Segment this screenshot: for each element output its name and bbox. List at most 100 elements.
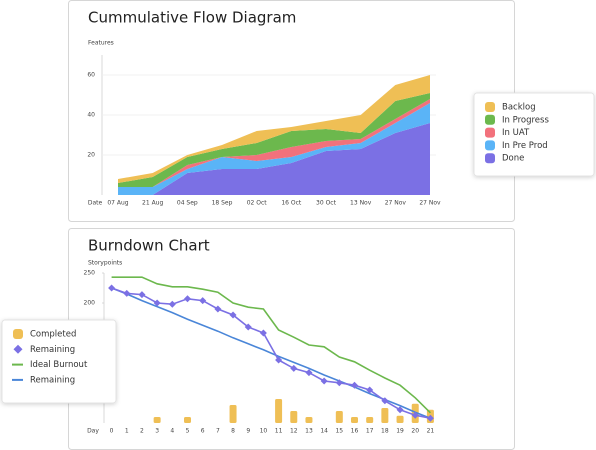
- x-tick-label: 30 Oct: [316, 200, 337, 207]
- marker: [335, 379, 343, 387]
- marker: [411, 411, 419, 419]
- x-tick-label: 2: [140, 428, 144, 435]
- area: [118, 93, 430, 187]
- marker: [259, 329, 267, 337]
- x-tick-label: 5: [186, 428, 190, 435]
- area: [118, 75, 430, 183]
- marker: [426, 414, 434, 422]
- bar: [229, 405, 237, 423]
- y-tick-label: 40: [87, 112, 95, 119]
- y-axis-label: Features: [88, 40, 114, 47]
- legend-box: [473, 92, 595, 177]
- chart: Burndown ChartStorypoints50100150200250D…: [84, 237, 435, 435]
- y-axis-label: Storypoints: [88, 260, 122, 267]
- x-tick-label: 18: [381, 428, 389, 435]
- x-tick-label: 02 Oct: [247, 200, 268, 207]
- legend-swatch: [13, 329, 23, 339]
- x-tick-label: 13 Nov: [350, 200, 372, 207]
- marker: [229, 311, 237, 319]
- line: [111, 287, 431, 419]
- x-tick-label: 14: [320, 428, 328, 435]
- marker: [366, 386, 374, 394]
- legend-label: In UAT: [502, 128, 530, 138]
- x-tick-label: 4: [170, 428, 174, 435]
- legend-box: [1, 319, 117, 404]
- x-tick-label: 21: [427, 428, 435, 435]
- legend: Completed Remaining Ideal Burnout Remaining: [1, 319, 117, 404]
- bar: [351, 417, 358, 423]
- line: [111, 276, 431, 414]
- marker: [351, 381, 358, 389]
- x-tick-label: 12: [290, 428, 298, 435]
- bar: [335, 411, 343, 423]
- marker: [184, 295, 191, 303]
- x-axis-label: Day: [87, 428, 99, 435]
- x-tick-label: 20: [411, 428, 419, 435]
- x-tick-label: 16: [351, 428, 359, 435]
- bar: [366, 417, 374, 423]
- chart-title: Cummulative Flow Diagram: [88, 9, 296, 27]
- legend-swatch: [485, 102, 495, 112]
- marker: [396, 406, 404, 414]
- x-tick-label: 0: [110, 428, 114, 435]
- bar: [290, 411, 298, 423]
- cards: [68, 0, 515, 450]
- x-tick-label: 27 Nov: [419, 200, 441, 207]
- chart-title: Burndown Chart: [88, 237, 210, 255]
- marker: [138, 291, 146, 299]
- legend-swatch: [485, 114, 495, 125]
- y-tick-label: 20: [87, 152, 95, 159]
- marker: [290, 364, 298, 372]
- x-tick-label: 18 Sep: [212, 200, 233, 207]
- area: [118, 123, 430, 195]
- legend-swatch: [485, 140, 495, 151]
- marker: [108, 284, 116, 292]
- marker: [168, 300, 176, 308]
- x-tick-label: 7: [216, 428, 220, 435]
- area: [118, 99, 430, 187]
- x-tick-label: 27 Nov: [385, 200, 407, 207]
- bar: [275, 399, 283, 423]
- x-tick-label: 15: [335, 428, 343, 435]
- legend-label: In Progress: [502, 115, 549, 125]
- bar: [184, 417, 191, 423]
- x-tick-label: 21 Aug: [142, 200, 163, 207]
- chart: Cummulative Flow Diagram Features 20 40 60 Da…: [87, 9, 441, 207]
- x-tick-label: 8: [231, 428, 235, 435]
- marker: [214, 305, 222, 313]
- x-tick-label: 19: [396, 428, 404, 435]
- legend-label: Remaining: [30, 345, 75, 355]
- bar: [153, 417, 161, 423]
- legend-label: Backlog: [502, 103, 536, 113]
- legend: Backlog In Progress In UAT In Pre Prod Done: [473, 92, 595, 177]
- marker: [199, 297, 207, 305]
- legend-label: Ideal Burnout: [30, 360, 88, 370]
- legend-swatch: [485, 153, 495, 164]
- legend-label: Remaining: [30, 375, 75, 385]
- y-tick-label: 250: [84, 270, 96, 277]
- x-tick-label: 16 Oct: [281, 200, 302, 207]
- x-tick-label: 10: [260, 428, 268, 435]
- x-tick-label: 1: [125, 428, 129, 435]
- y-tick-label: 60: [87, 72, 95, 79]
- x-tick-label: 6: [201, 428, 205, 435]
- legend-swatch: [485, 127, 495, 138]
- legend-label: In Pre Prod: [502, 141, 548, 151]
- bar: [305, 417, 313, 423]
- x-tick-label: 11: [275, 428, 283, 435]
- legend-label: Completed: [30, 330, 76, 340]
- x-tick-label: 04 Sep: [177, 200, 198, 207]
- x-tick-label: 07 Aug: [107, 200, 128, 207]
- x-tick-label: 9: [246, 428, 250, 435]
- x-axis-label: Date: [88, 200, 103, 207]
- marker: [153, 299, 161, 307]
- marker: [244, 323, 252, 331]
- marker: [275, 356, 283, 364]
- x-tick-label: 13: [305, 428, 313, 435]
- marker: [305, 369, 313, 377]
- marker: [381, 397, 389, 405]
- x-tick-label: 3: [155, 428, 159, 435]
- y-tick-label: 200: [84, 300, 96, 307]
